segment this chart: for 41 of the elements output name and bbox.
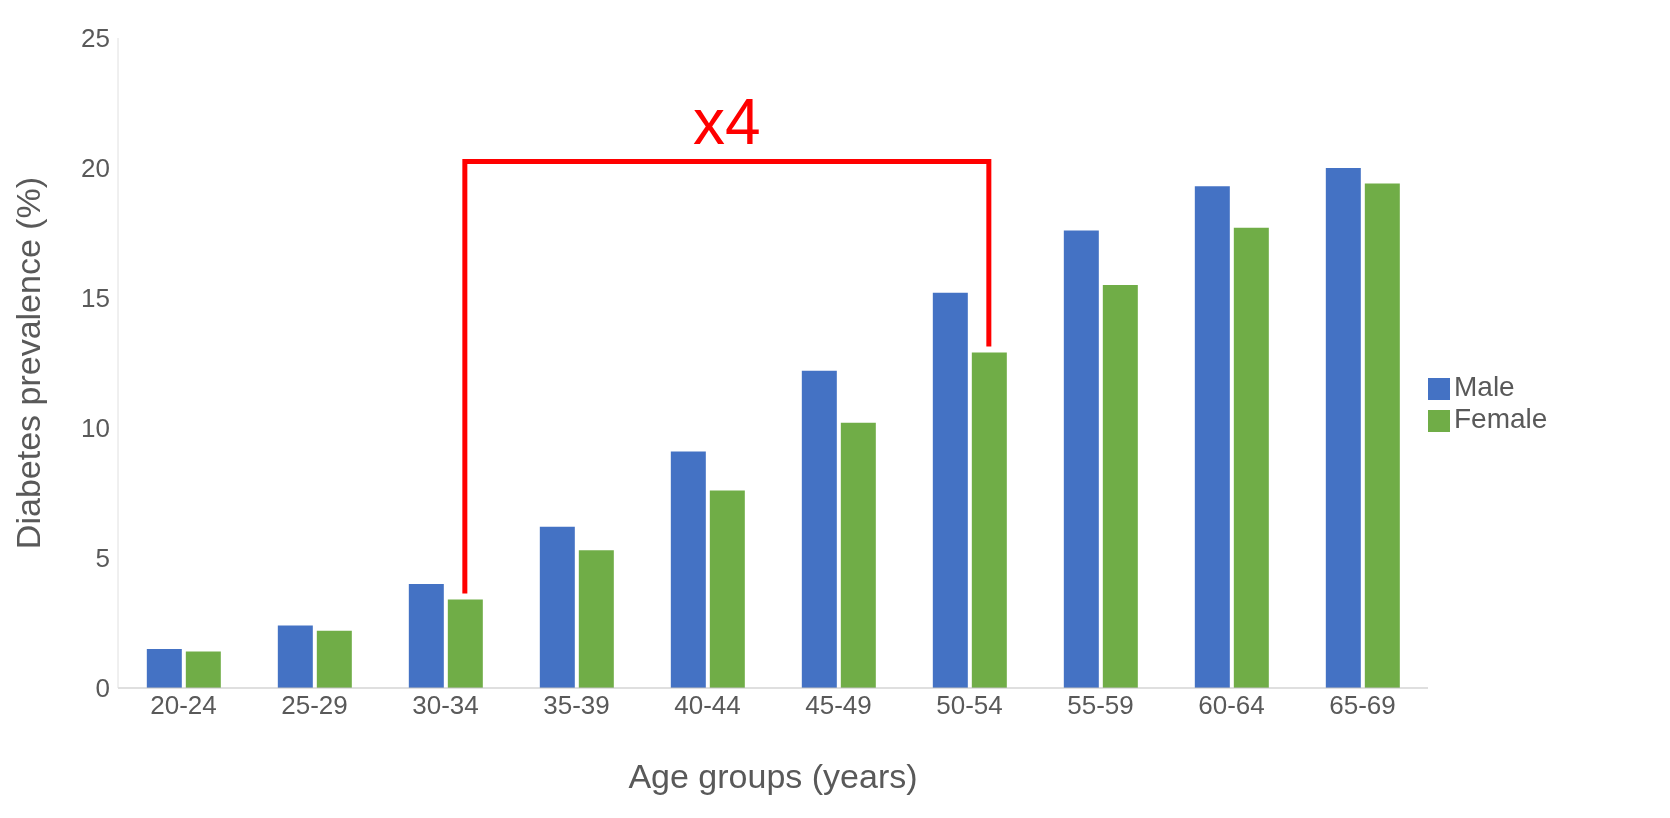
- bar: [1233, 227, 1269, 688]
- y-tick-label: 20: [81, 153, 110, 184]
- legend-label: Male: [1454, 371, 1515, 402]
- x-tick-label: 55-59: [1067, 690, 1134, 721]
- x-tick-label: 65-69: [1329, 690, 1396, 721]
- x-tick-label: 25-29: [281, 690, 348, 721]
- bar: [146, 649, 182, 688]
- bar: [578, 550, 614, 688]
- bar: [1063, 230, 1099, 688]
- y-tick-label: 5: [95, 543, 110, 574]
- bar: [1194, 186, 1230, 688]
- bar: [670, 451, 706, 688]
- bar: [709, 490, 745, 688]
- x-tick-label: 45-49: [805, 690, 872, 721]
- bar: [539, 526, 575, 688]
- x-axis-title: Age groups (years): [628, 757, 918, 795]
- bar: [1102, 285, 1138, 688]
- y-tick-label: 15: [81, 283, 110, 314]
- bar: [447, 599, 483, 688]
- annotation: x4: [693, 85, 761, 158]
- bar: [1325, 168, 1361, 688]
- x-tick-label: 20-24: [150, 690, 217, 721]
- y-tick-label: 25: [81, 23, 110, 54]
- bar: [316, 630, 352, 688]
- bar: [277, 625, 313, 688]
- bar: [932, 292, 968, 688]
- y-tick-label: 0: [95, 673, 110, 704]
- y-axis-title: Diabetes prevalence (%): [9, 176, 48, 550]
- x-tick-label: 35-39: [543, 690, 610, 721]
- bar: [840, 422, 876, 688]
- bar: [1364, 183, 1400, 688]
- x-tick-label: 60-64: [1198, 690, 1265, 721]
- legend-label: Female: [1454, 403, 1548, 434]
- bar: [971, 352, 1007, 688]
- bar: [408, 584, 444, 688]
- x-tick-label: 50-54: [936, 690, 1003, 721]
- bar: [185, 651, 221, 688]
- y-tick-label: 10: [81, 413, 110, 444]
- x-tick-label: 30-34: [412, 690, 479, 721]
- x-tick-label: 40-44: [674, 690, 741, 721]
- bar: [801, 370, 837, 688]
